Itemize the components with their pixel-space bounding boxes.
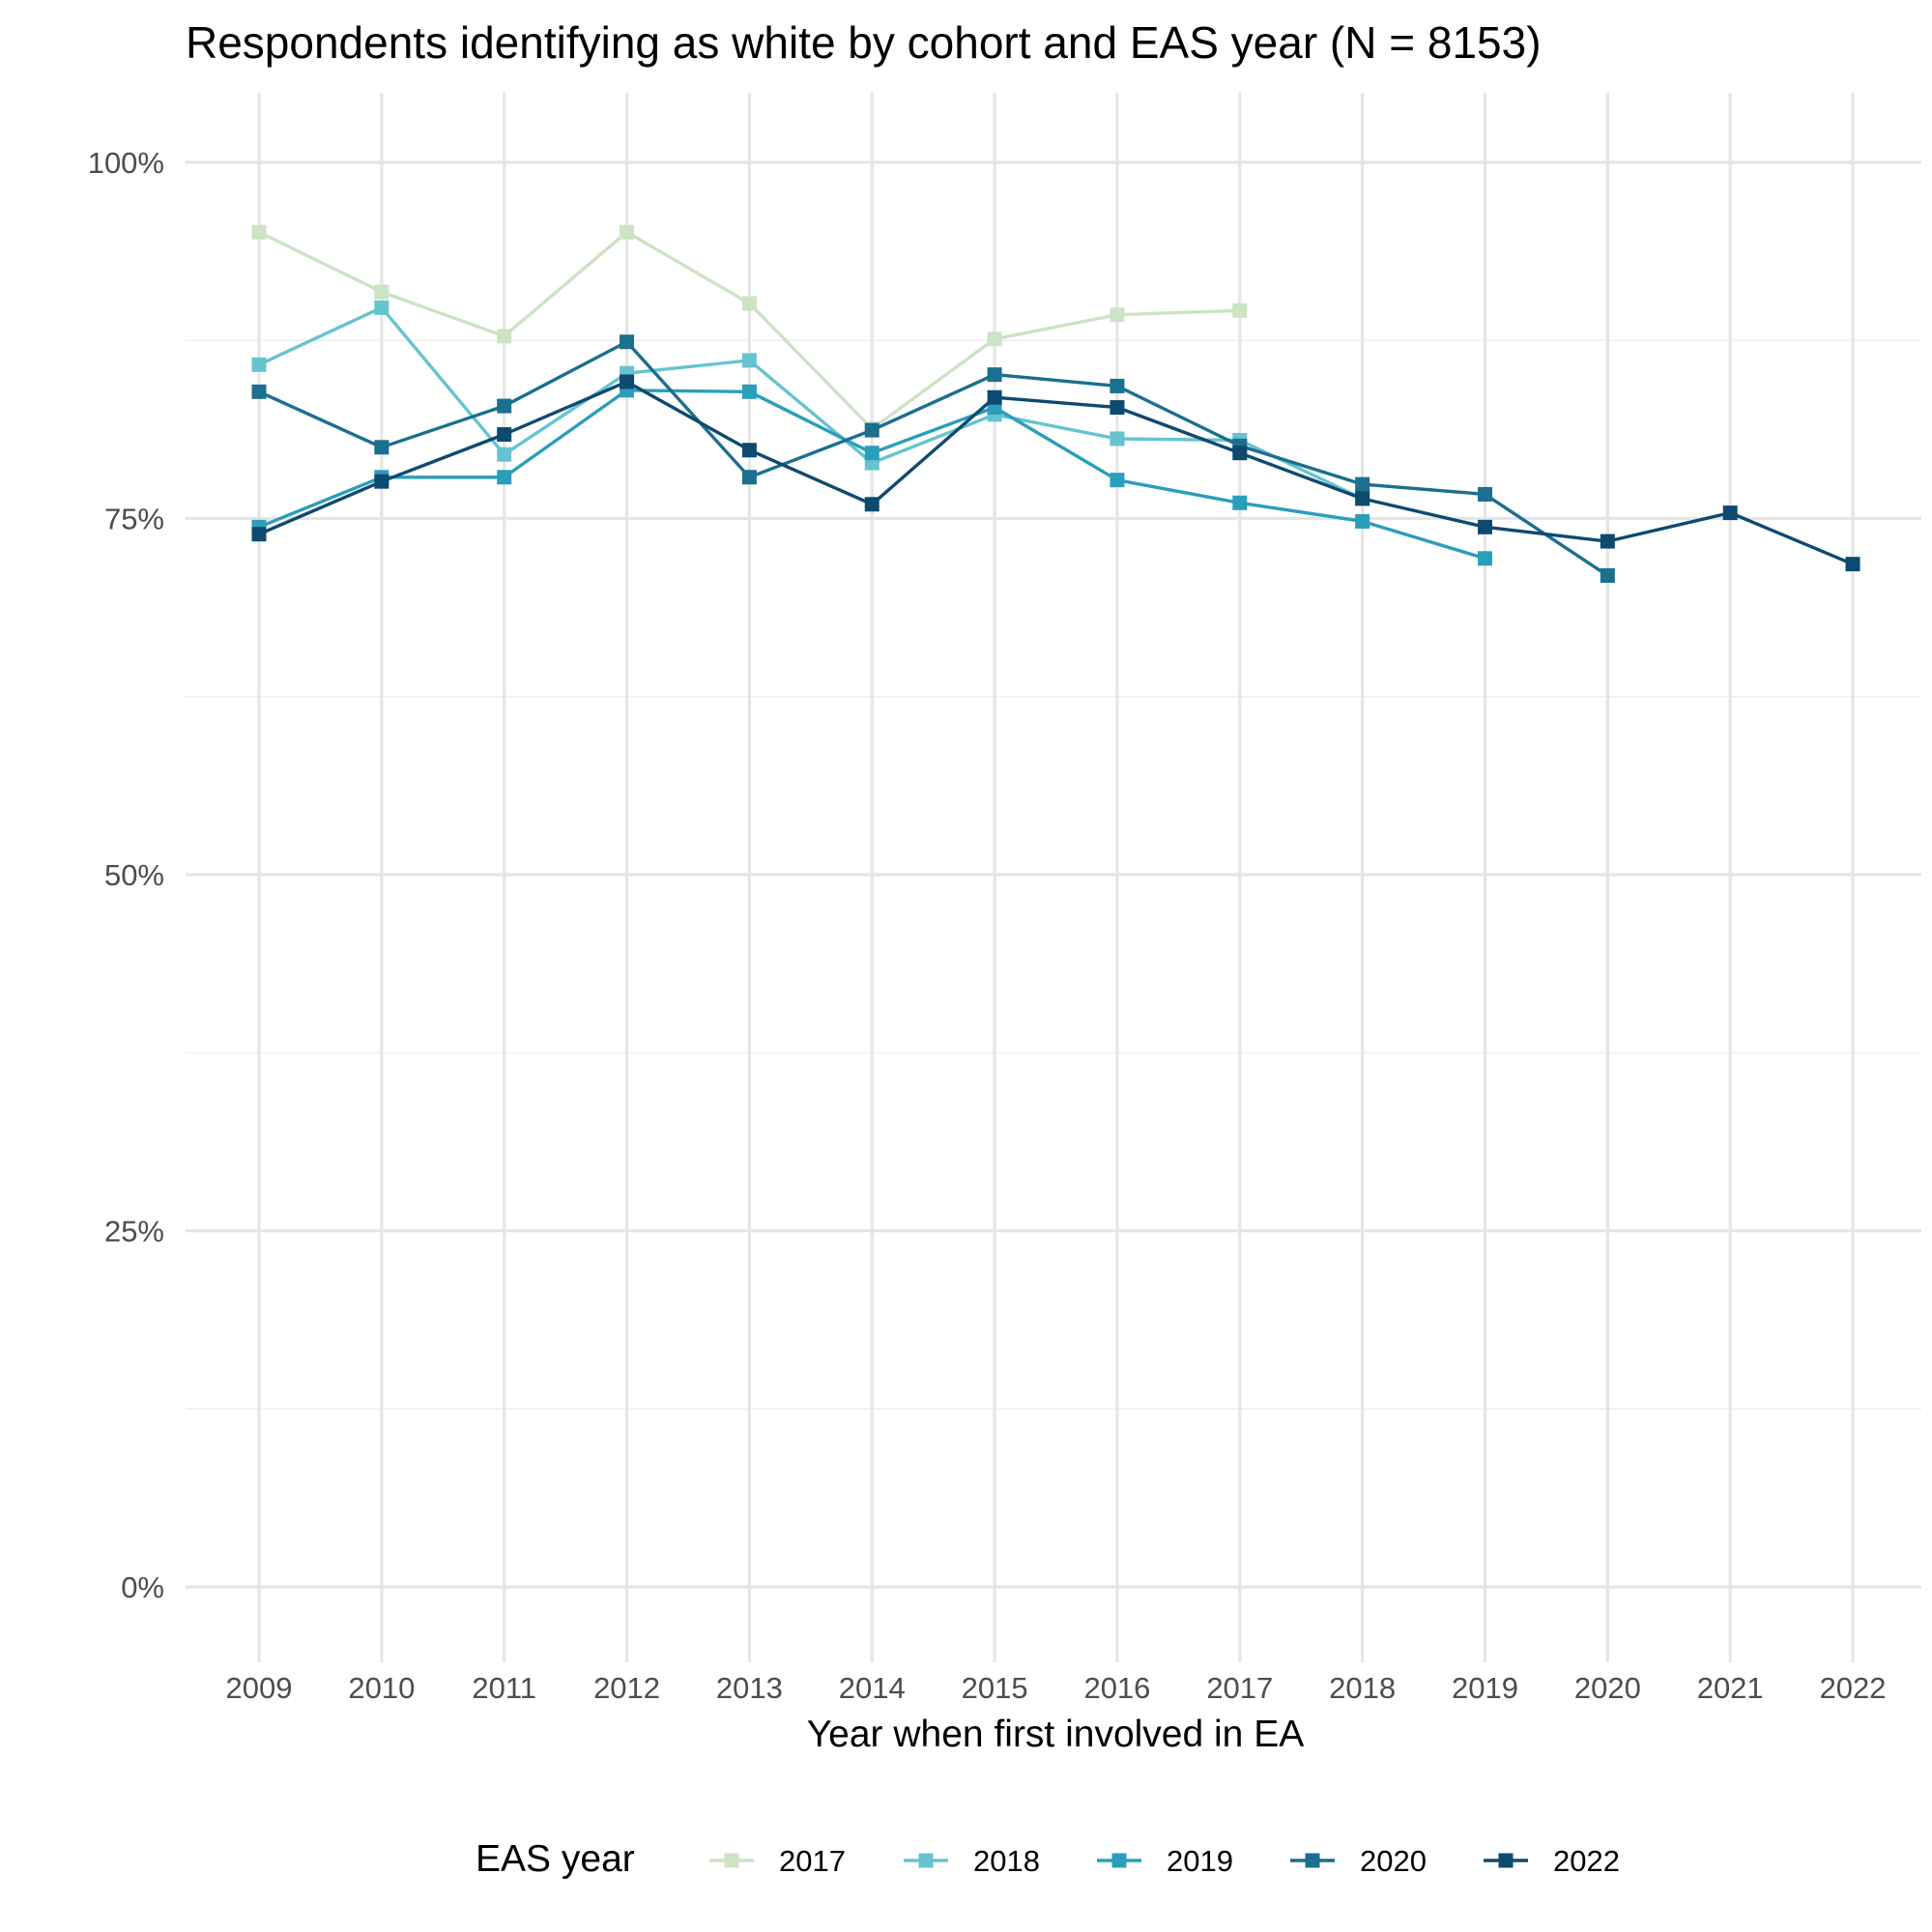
data-point (1355, 513, 1370, 529)
data-point (374, 440, 389, 455)
data-point (864, 446, 879, 461)
x-tick-label: 2019 (1452, 1671, 1518, 1705)
legend-title: EAS year (476, 1838, 635, 1880)
series-layer (251, 224, 1860, 583)
series-2017 (251, 224, 1248, 437)
data-point (1232, 495, 1248, 510)
data-point (374, 284, 389, 300)
data-point (741, 296, 757, 311)
series-line (258, 340, 1609, 577)
legend-key-marker (1498, 1853, 1514, 1868)
chart-title: Respondents identifying as white by coho… (186, 17, 1542, 68)
data-point (1845, 557, 1860, 572)
series-2022 (251, 374, 1860, 572)
legend-item-2019: 2019 (1097, 1844, 1233, 1878)
x-tick-label: 2021 (1697, 1671, 1764, 1705)
grid (186, 93, 1921, 1662)
y-tick-label: 0% (121, 1571, 164, 1604)
legend-key-marker (724, 1853, 739, 1868)
x-tick-label: 2011 (472, 1671, 536, 1705)
x-tick-label: 2015 (962, 1671, 1028, 1705)
legend-item-2022: 2022 (1484, 1844, 1620, 1878)
legend-key-marker (1111, 1853, 1127, 1868)
data-point (987, 332, 1002, 347)
x-axis-title: Year when first involved in EA (807, 1714, 1305, 1755)
series-2018 (251, 300, 1370, 506)
data-point (1478, 519, 1492, 534)
data-point (620, 374, 635, 389)
data-point (1722, 505, 1738, 521)
legend-label: 2017 (779, 1844, 846, 1878)
data-point (987, 389, 1002, 405)
x-tick-label: 2014 (839, 1671, 906, 1705)
data-point (1110, 400, 1125, 416)
legend-item-2018: 2018 (904, 1844, 1040, 1878)
legend-key-marker (1305, 1853, 1320, 1868)
data-point (1355, 476, 1370, 492)
data-point (741, 384, 757, 399)
x-tick-label: 2009 (226, 1671, 293, 1705)
data-point (620, 224, 635, 240)
x-axis-ticks: 2009 2010 2011 2012 2013 2014 2015 2016 2017 2018… (226, 1671, 1887, 1705)
data-point (1110, 307, 1125, 323)
data-point (1478, 486, 1492, 502)
data-point (497, 470, 512, 485)
x-tick-label: 2010 (348, 1671, 415, 1705)
data-point (497, 427, 512, 443)
data-point (741, 470, 757, 485)
legend: EAS year 2017 2018 2019 2020 2022 (476, 1838, 1620, 1880)
data-point (374, 474, 389, 489)
y-tick-label: 75% (104, 503, 164, 536)
y-axis-ticks: 0% 25% 50% 75% 100% (88, 146, 164, 1604)
data-point (251, 224, 267, 240)
data-point (1110, 431, 1125, 447)
x-tick-label: 2016 (1083, 1671, 1150, 1705)
data-point (741, 443, 757, 458)
data-point (497, 398, 512, 414)
data-point (1232, 446, 1248, 461)
legend-label: 2018 (973, 1844, 1040, 1878)
data-point (374, 300, 389, 315)
data-point (741, 353, 757, 368)
data-point (497, 329, 512, 344)
data-point (1232, 303, 1248, 318)
legend-label: 2020 (1360, 1844, 1427, 1878)
x-tick-label: 2018 (1329, 1671, 1396, 1705)
series-line (258, 380, 1854, 566)
series-2020 (251, 334, 1615, 583)
y-tick-label: 100% (88, 146, 164, 180)
legend-label: 2019 (1167, 1844, 1233, 1878)
data-point (497, 447, 512, 462)
legend-item-2017: 2017 (709, 1844, 846, 1878)
x-tick-label: 2017 (1206, 1671, 1273, 1705)
data-point (1110, 473, 1125, 488)
data-point (864, 497, 879, 512)
data-point (987, 367, 1002, 383)
data-point (251, 384, 267, 399)
data-point (1600, 567, 1615, 583)
legend-item-2020: 2020 (1290, 1844, 1427, 1878)
legend-label: 2022 (1553, 1844, 1620, 1878)
x-tick-label: 2013 (716, 1671, 783, 1705)
data-point (251, 357, 267, 372)
x-tick-label: 2022 (1820, 1671, 1887, 1705)
y-tick-label: 50% (104, 858, 164, 892)
legend-key-marker (918, 1853, 934, 1868)
data-point (251, 527, 267, 542)
data-point (1110, 378, 1125, 393)
data-point (620, 334, 635, 350)
data-point (1600, 533, 1615, 549)
x-tick-label: 2020 (1574, 1671, 1641, 1705)
series-line (258, 305, 1364, 501)
data-point (1355, 491, 1370, 506)
data-point (864, 422, 879, 438)
data-point (1478, 551, 1492, 566)
y-tick-label: 25% (104, 1215, 164, 1249)
x-tick-label: 2012 (593, 1671, 660, 1705)
